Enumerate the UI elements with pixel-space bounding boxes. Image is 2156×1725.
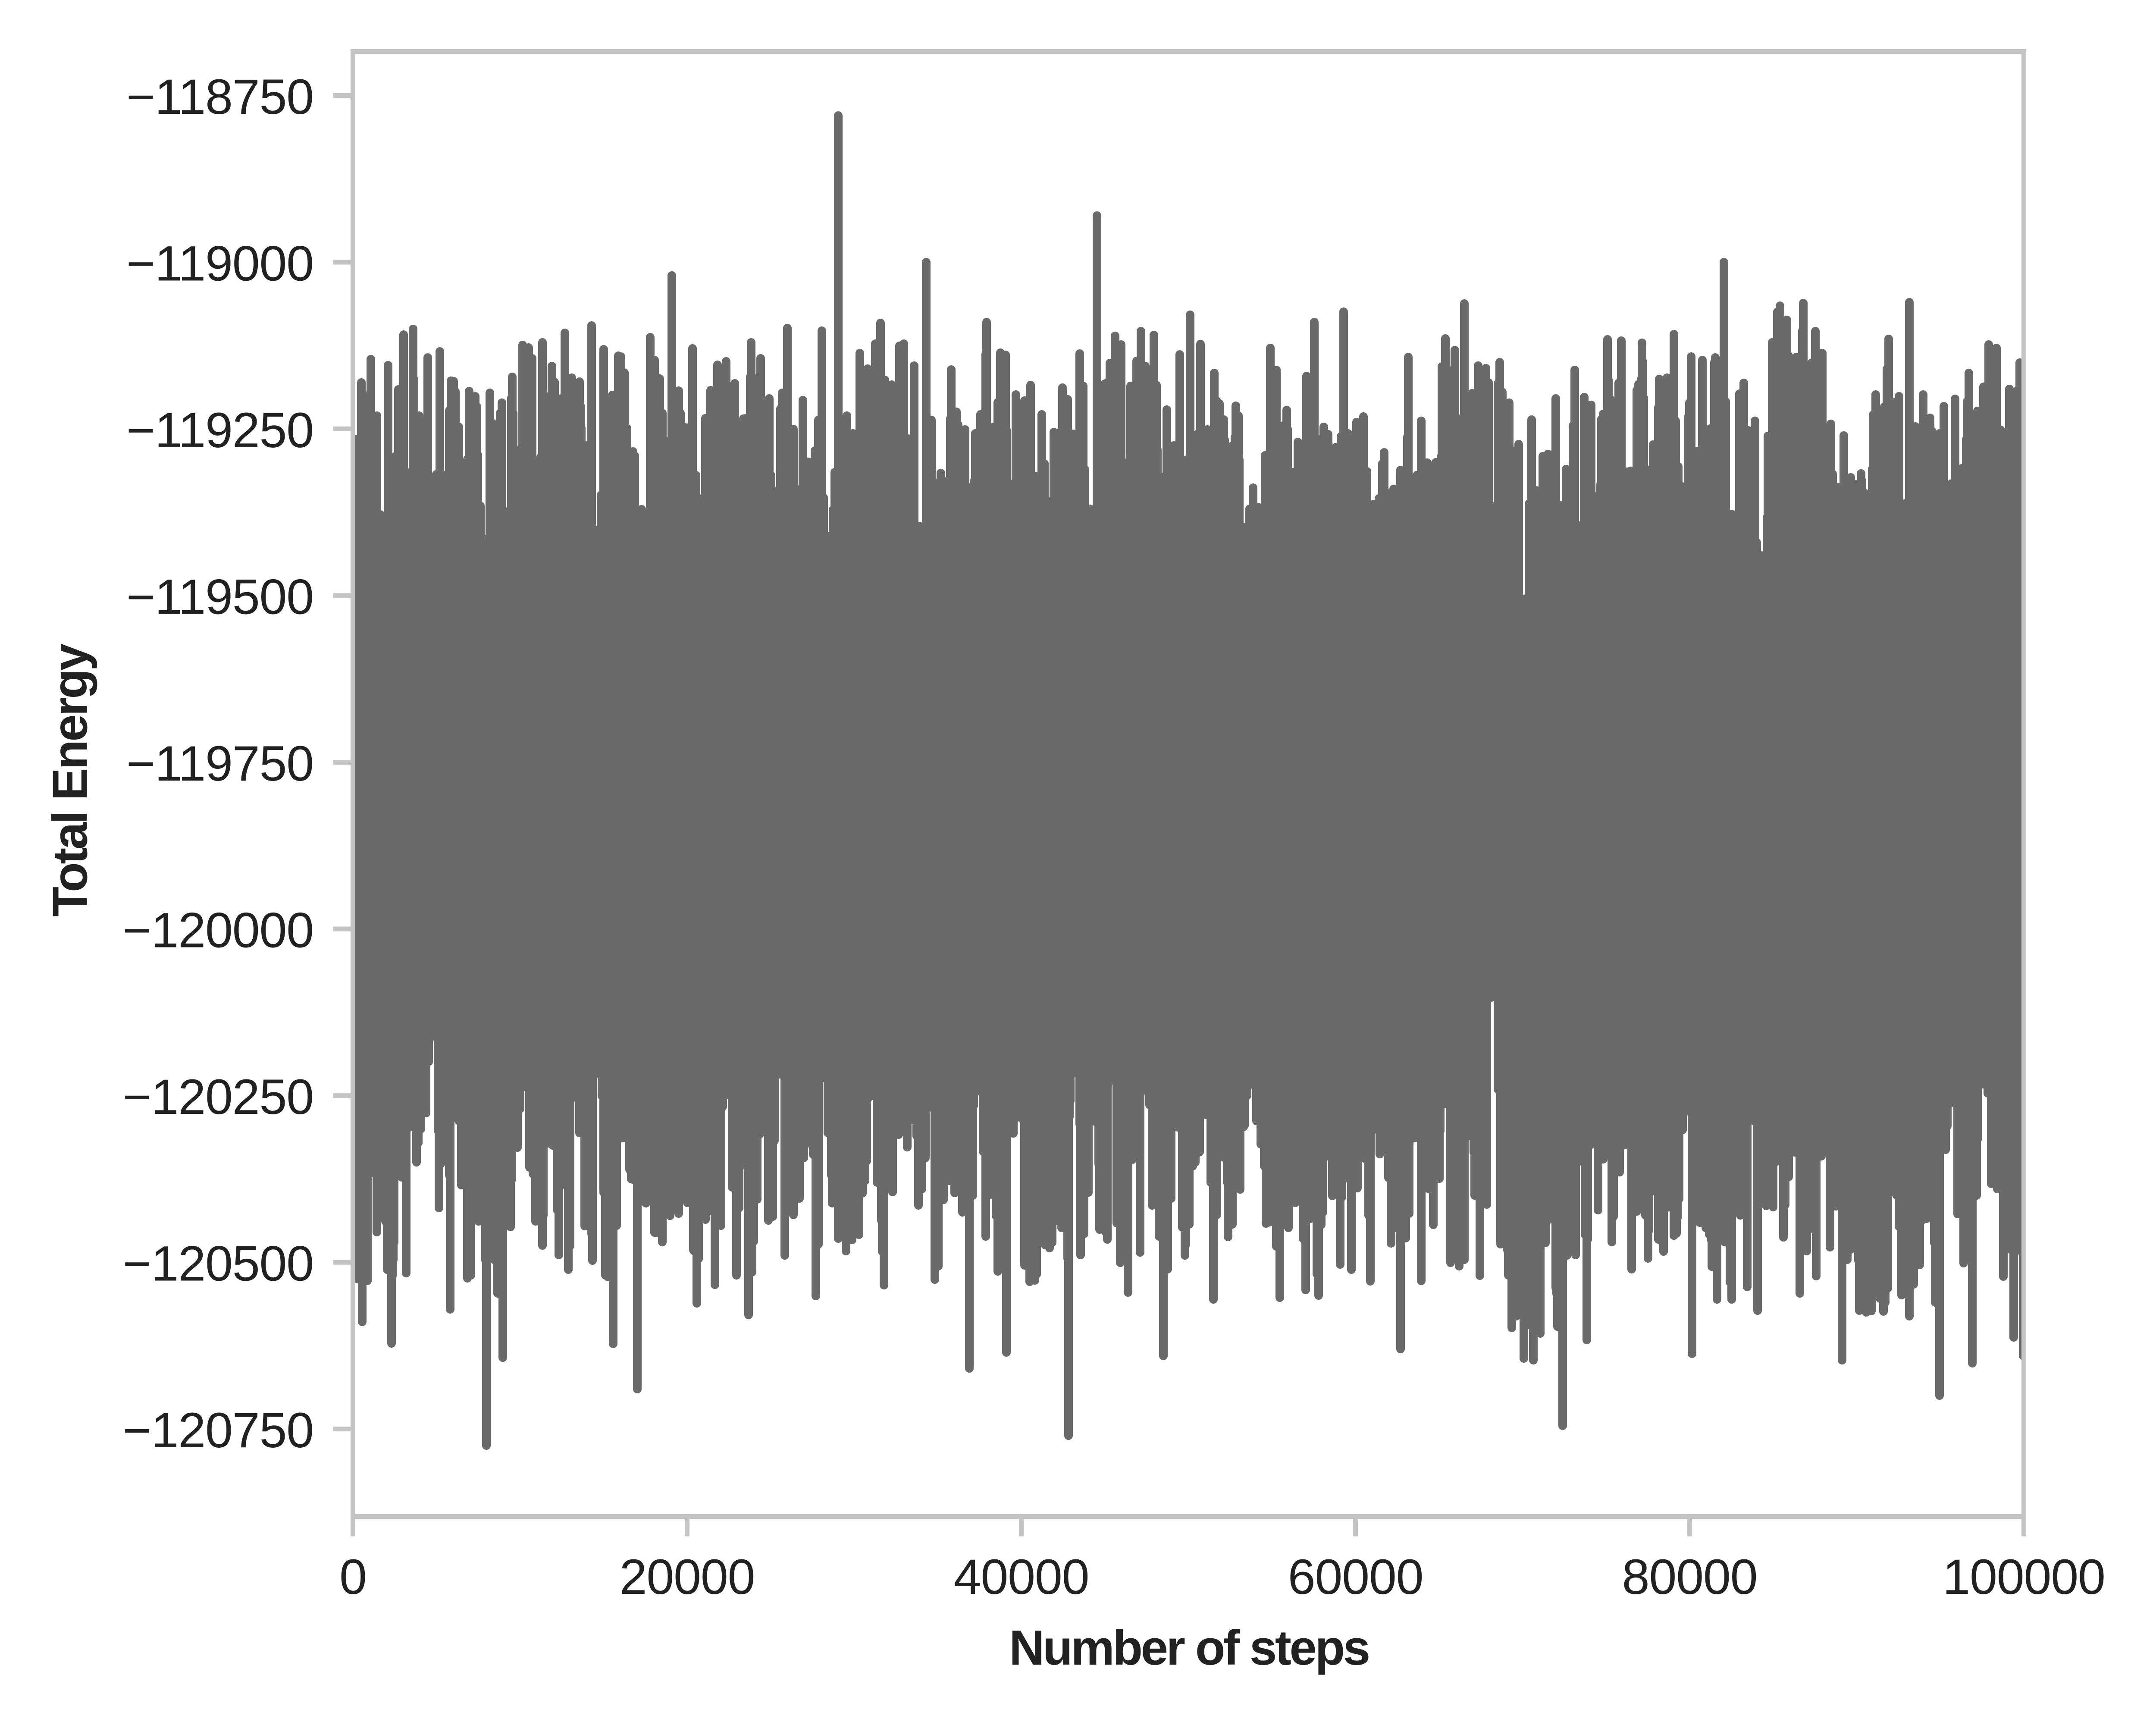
svg-text:−118750: −118750 (126, 69, 313, 125)
svg-text:40000: 40000 (954, 1549, 1089, 1605)
svg-text:−119000: −119000 (126, 236, 313, 291)
svg-text:Total Energy: Total Energy (43, 643, 98, 916)
svg-text:80000: 80000 (1622, 1549, 1758, 1605)
svg-text:0: 0 (339, 1549, 367, 1605)
svg-text:−120500: −120500 (122, 1236, 313, 1292)
svg-text:−119750: −119750 (126, 736, 313, 791)
svg-text:Number of steps: Number of steps (1009, 1621, 1368, 1675)
svg-text:−119250: −119250 (126, 403, 313, 458)
svg-text:−120750: −120750 (122, 1403, 313, 1458)
svg-text:−119500: −119500 (126, 569, 313, 624)
svg-text:100000: 100000 (1943, 1549, 2105, 1605)
svg-text:20000: 20000 (620, 1549, 755, 1605)
svg-text:60000: 60000 (1288, 1549, 1423, 1605)
svg-text:−120250: −120250 (122, 1070, 313, 1125)
svg-text:−120000: −120000 (122, 903, 313, 958)
